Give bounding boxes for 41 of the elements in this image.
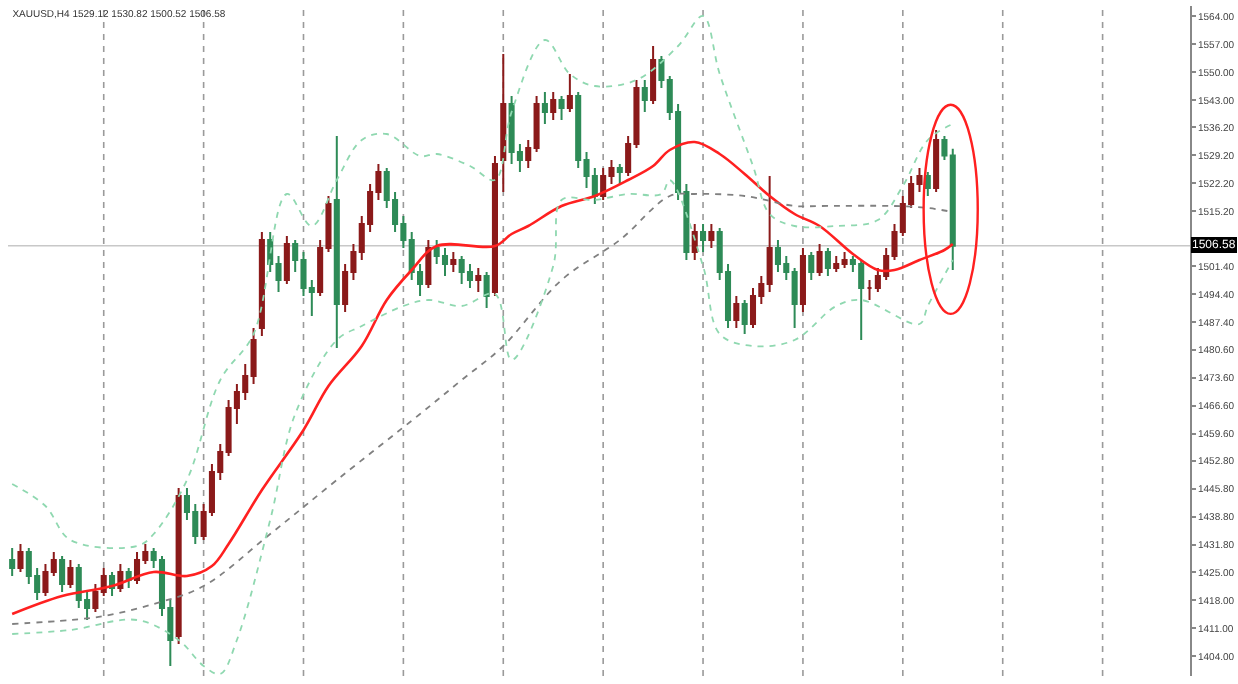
candlestick [641, 79, 648, 113]
candlestick [733, 295, 740, 329]
candlestick [774, 239, 781, 273]
candlestick [9, 547, 16, 577]
candlestick [67, 559, 74, 589]
candlestick [741, 299, 748, 335]
candlestick [175, 487, 182, 645]
candlestick [466, 263, 474, 289]
candlestick [650, 45, 657, 105]
candlestick [933, 129, 940, 193]
candlestick [858, 259, 865, 341]
candlestick [808, 251, 815, 281]
candlestick [483, 271, 490, 309]
candlestick [833, 255, 840, 273]
candlestick [500, 53, 507, 193]
candlestick [258, 231, 265, 337]
candlestick [616, 163, 623, 185]
candlestick [558, 95, 565, 121]
candlestick [508, 95, 515, 165]
candlestick [458, 255, 465, 285]
candlestick [450, 251, 457, 273]
candlestick [541, 91, 548, 125]
candlestick [441, 247, 449, 277]
candlestick [691, 223, 698, 261]
candlestick [491, 155, 498, 297]
candlestick [799, 247, 806, 313]
candlestick [924, 171, 931, 197]
candlestick [283, 235, 290, 285]
candlestick [841, 251, 848, 269]
candlestick [475, 267, 482, 293]
candlestick [333, 135, 340, 349]
candlestick [824, 247, 831, 277]
candlestick [566, 73, 573, 113]
candlestick [708, 223, 715, 249]
candlestick [550, 91, 557, 121]
candlestick [816, 243, 823, 277]
line-series [11, 15, 954, 549]
candlestick [59, 555, 66, 593]
candlestick [700, 223, 707, 253]
candlestick [425, 239, 432, 289]
candlestick [17, 543, 24, 573]
